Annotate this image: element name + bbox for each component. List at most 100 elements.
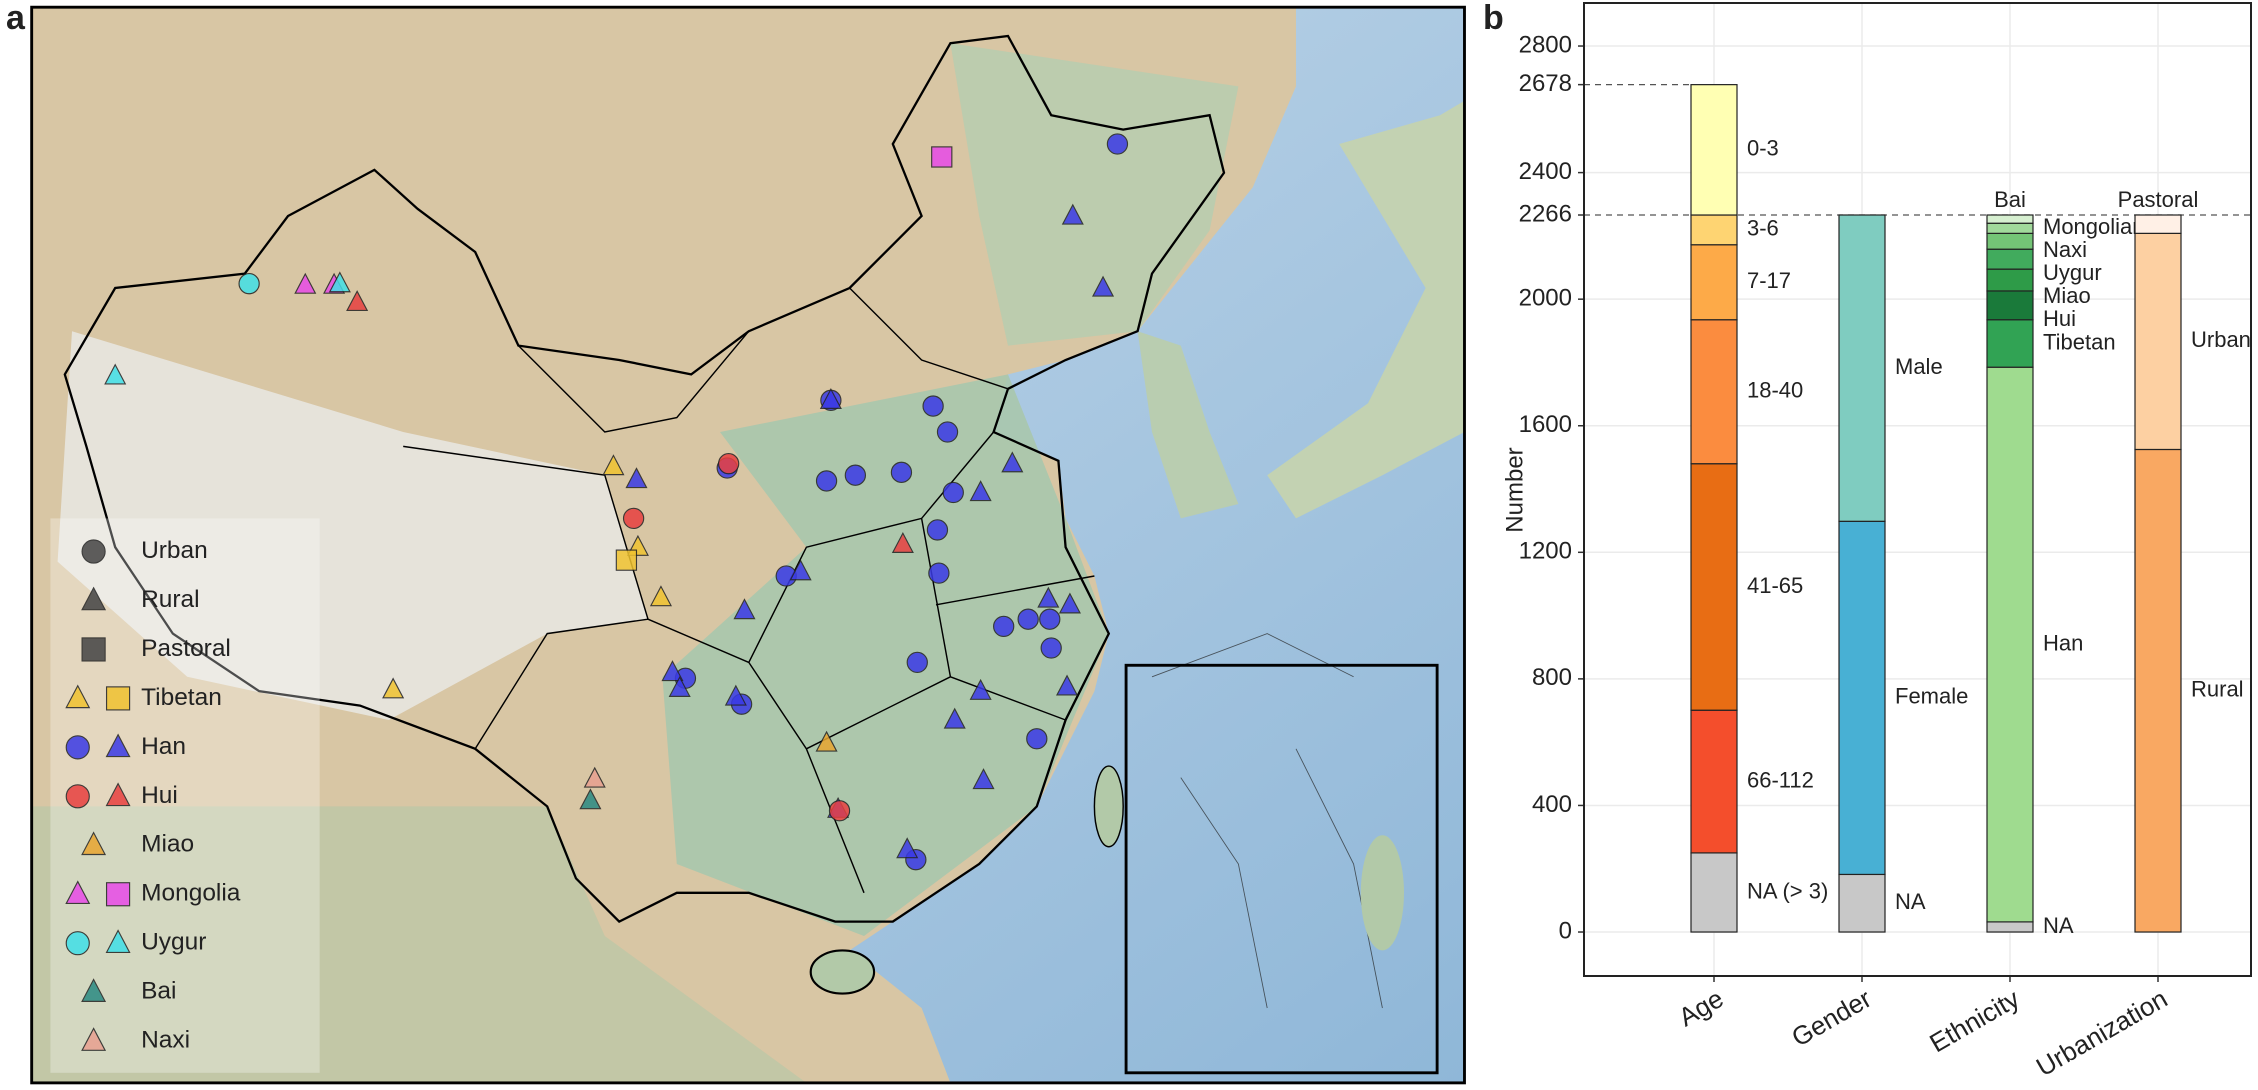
site-marker: [1056, 674, 1079, 696]
segment-label: Urban: [2191, 327, 2251, 352]
segment-label: Miao: [2043, 283, 2091, 308]
bar-segment: [1986, 921, 2034, 933]
site-marker: [1001, 451, 1024, 473]
korea: [1137, 331, 1239, 519]
legend-label: Bai: [141, 978, 176, 1005]
china-border: [63, 34, 1226, 924]
segment-label: Uygur: [2043, 260, 2102, 285]
y-tick-label: 2800: [1519, 31, 1572, 58]
legend-marker: [65, 735, 90, 760]
x-tick-label: Age: [1673, 983, 1728, 1032]
site-marker: [104, 363, 127, 385]
site-marker: [819, 387, 842, 409]
bar-segment: [1838, 214, 1886, 522]
site-marker: [294, 272, 317, 294]
x-tick-label: Gender: [1786, 983, 1876, 1053]
bar-segment: [1986, 248, 2034, 270]
segment-label: 0-3: [1747, 136, 1779, 161]
site-marker: [896, 837, 919, 859]
x-tick-label: Ethnicity: [1924, 983, 2024, 1058]
bar-segment: [1986, 268, 2034, 292]
site-marker: [993, 615, 1015, 638]
legend-label: Han: [141, 733, 186, 760]
segment-label: NA: [1895, 889, 1926, 914]
bar-segment: [2134, 214, 2182, 234]
y-tick-label: 400: [1532, 791, 1572, 818]
bar-segment: [1838, 520, 1886, 876]
legend-marker: [81, 586, 107, 611]
y-tick-label: 2678: [1519, 70, 1572, 97]
legend-box: [50, 518, 320, 1073]
bar-segment: [1690, 852, 1738, 933]
site-marker: [936, 421, 959, 443]
segment-label: 41-65: [1747, 573, 1803, 598]
plot: 0 400 800 1200 1600 2000 2266 2400 2678 2800 0-3 3-…: [1519, 2, 2252, 1082]
bar-segment: [1838, 873, 1886, 933]
site-marker: [382, 677, 405, 699]
site-marker: [1058, 592, 1081, 614]
segment-label: Naxi: [2043, 237, 2087, 262]
site-marker: [579, 788, 602, 810]
bar-segment: [1690, 214, 1738, 246]
legend-label: Uygur: [141, 929, 206, 956]
site-marker: [602, 454, 625, 476]
site-marker: [828, 800, 851, 822]
y-tick-label: 1600: [1519, 411, 1572, 438]
site-marker: [789, 559, 812, 581]
legend-label: Hui: [141, 782, 178, 809]
site-marker: [1017, 608, 1039, 630]
site-marker: [622, 507, 645, 530]
bar-segment: [1986, 290, 2034, 321]
lowland: [662, 374, 1109, 937]
legend-label: Mongolia: [141, 880, 241, 907]
segment-label: Hui: [2043, 306, 2076, 331]
taiwan: [1093, 765, 1124, 848]
segment-label: 66-112: [1747, 767, 1814, 792]
y-tick-label: 2266: [1519, 200, 1572, 227]
site-marker: [1026, 728, 1048, 750]
y-tick-label: 1200: [1519, 538, 1572, 565]
site-marker: [733, 598, 756, 620]
site-marker: [1039, 608, 1061, 630]
legend-marker: [105, 929, 131, 953]
segment-label: Han: [2043, 630, 2083, 655]
segment-label: Mongolian: [2043, 214, 2145, 239]
site-marker: [943, 707, 966, 729]
bar-segment: [1986, 232, 2034, 250]
site-marker: [922, 395, 944, 417]
bar-segment: [1986, 319, 2034, 368]
site-marker: [238, 273, 260, 295]
bar-segment: [1986, 222, 2034, 234]
legend-marker: [81, 1027, 107, 1051]
segment-label: 18-40: [1747, 378, 1803, 403]
legend-label: Miao: [141, 831, 194, 858]
site-marker: [942, 481, 964, 504]
site-marker: [1061, 203, 1084, 225]
site-marker: [1040, 637, 1062, 659]
legend-marker: [81, 978, 107, 1002]
legend-marker: [81, 539, 106, 564]
site-marker: [328, 271, 351, 293]
legend-marker: [105, 882, 131, 907]
site-marker: [891, 531, 914, 553]
segment-label: 7-17: [1747, 268, 1791, 293]
south-land: [31, 806, 807, 1083]
segment-label: 3-6: [1747, 216, 1779, 241]
legend-marker: [65, 931, 90, 956]
legend-marker: [105, 733, 131, 758]
map-frame: [30, 5, 1466, 1085]
segment-label: NA: [2043, 913, 2074, 938]
inset-details: [1151, 633, 1383, 1009]
legend-marker: [65, 684, 91, 709]
segment-label: Female: [1895, 684, 1968, 709]
japan: [1267, 100, 1465, 519]
bar-segment: [1986, 214, 2034, 224]
province-borders: [403, 287, 1095, 894]
legend-marker: [65, 880, 91, 905]
site-marker: [969, 678, 992, 700]
site-marker: [928, 562, 950, 584]
panel-label: a: [6, 0, 26, 37]
y-tick-label: 2000: [1519, 285, 1572, 312]
bar-segment: [1690, 244, 1738, 321]
